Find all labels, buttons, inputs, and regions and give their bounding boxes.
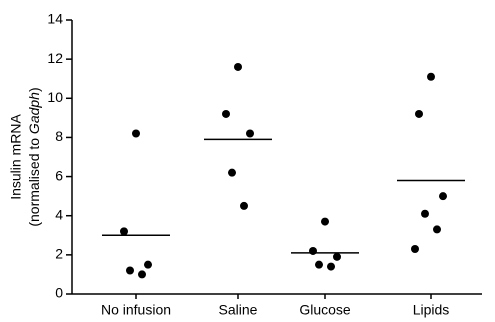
dot	[228, 168, 236, 177]
y-tick-label: 14	[47, 11, 63, 27]
y-tick-label: 2	[55, 246, 63, 262]
dot	[222, 109, 230, 118]
dot	[333, 252, 341, 261]
dot	[234, 62, 242, 71]
dot	[138, 270, 146, 279]
dot	[415, 109, 423, 118]
dot	[327, 262, 335, 271]
dot	[411, 244, 419, 253]
y-tick-label: 6	[55, 167, 63, 183]
x-tick-label: Glucose	[299, 302, 351, 318]
dot	[309, 246, 317, 255]
dot	[315, 260, 323, 269]
y-axis-label-part: (normalised to	[26, 134, 42, 227]
dot	[120, 227, 128, 236]
y-tick-label: 0	[55, 285, 63, 301]
x-tick-label: Lipids	[413, 302, 450, 318]
y-axis-label-part: Gadph	[26, 92, 42, 134]
y-axis-label: (normalised to Gadph)	[26, 87, 42, 226]
dot	[246, 129, 254, 138]
dot	[421, 209, 429, 218]
dot	[433, 225, 441, 234]
dot	[240, 201, 248, 210]
x-tick-label: Saline	[219, 302, 258, 318]
y-axis-label-part: )	[26, 87, 42, 92]
dot	[132, 129, 140, 138]
dot	[144, 260, 152, 269]
y-tick-label: 12	[47, 50, 63, 66]
dot	[427, 72, 435, 81]
dot	[321, 217, 329, 226]
y-tick-label: 8	[55, 128, 63, 144]
y-axis-label: Insulin mRNA	[8, 114, 24, 200]
y-tick-label: 10	[47, 89, 63, 105]
dot	[126, 266, 134, 275]
x-tick-label: No infusion	[101, 302, 171, 318]
y-tick-label: 4	[55, 206, 63, 222]
dot	[439, 192, 447, 201]
